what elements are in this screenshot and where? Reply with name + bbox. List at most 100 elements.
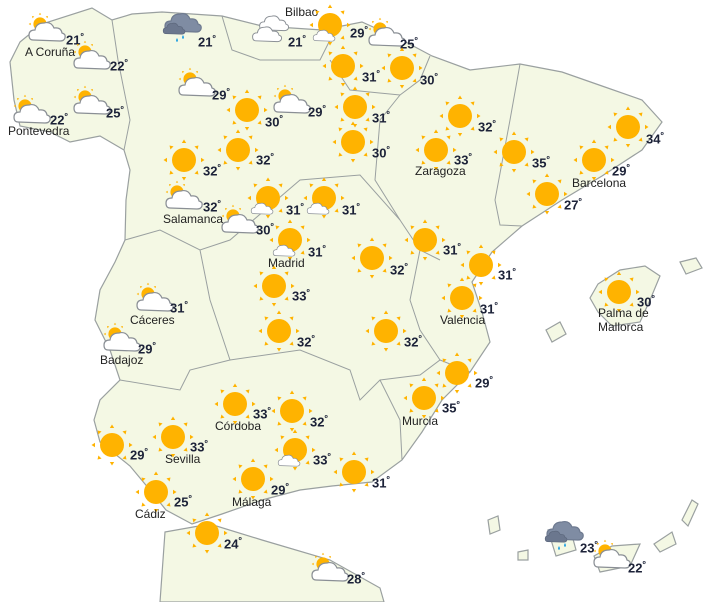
sun-icon bbox=[134, 470, 178, 519]
partly-cloudy-icon bbox=[68, 81, 112, 130]
degree-unit: º bbox=[322, 103, 326, 113]
degree-unit: º bbox=[376, 68, 380, 78]
city-label: Málaga bbox=[232, 495, 272, 509]
degree-unit: º bbox=[386, 144, 390, 154]
temperature-value: 31 bbox=[342, 202, 357, 218]
sun-icon bbox=[606, 105, 650, 154]
degree-unit: º bbox=[434, 71, 438, 81]
temperature-value: 21 bbox=[66, 32, 81, 48]
degree-unit: º bbox=[386, 474, 390, 484]
degree-unit: º bbox=[364, 24, 368, 34]
temperature-value: 32 bbox=[310, 414, 325, 430]
sun-icon bbox=[459, 243, 503, 292]
partly-cloudy-icon bbox=[160, 176, 204, 225]
temperature-label: 32º bbox=[310, 413, 328, 429]
degree-unit: º bbox=[311, 333, 315, 343]
temperature-value: 27 bbox=[564, 197, 579, 213]
temperature-value: 29 bbox=[130, 447, 145, 463]
sun-icon bbox=[525, 172, 569, 221]
city-label: Cáceres bbox=[130, 313, 175, 327]
degree-unit: º bbox=[217, 162, 221, 172]
degree-unit: º bbox=[64, 111, 68, 121]
partly-cloudy-icon bbox=[216, 200, 260, 249]
sun-icon bbox=[350, 236, 394, 285]
temperature-label: 31º bbox=[372, 109, 390, 125]
temperature-label: 31º bbox=[443, 241, 461, 257]
degree-unit: º bbox=[512, 266, 516, 276]
temperature-label: 25º bbox=[400, 35, 418, 51]
temperature-label: 34º bbox=[646, 130, 664, 146]
temperature-value: 24 bbox=[224, 536, 239, 552]
temperature-label: 31º bbox=[308, 243, 326, 259]
temperature-value: 25 bbox=[174, 494, 189, 510]
degree-unit: º bbox=[267, 405, 271, 415]
degree-unit: º bbox=[152, 340, 156, 350]
degree-unit: º bbox=[418, 333, 422, 343]
temperature-value: 33 bbox=[454, 152, 469, 168]
sun-icon bbox=[333, 85, 377, 134]
cloudy-icon bbox=[248, 8, 292, 57]
degree-unit: º bbox=[386, 109, 390, 119]
degree-unit: º bbox=[546, 154, 550, 164]
sun-cloud-icon bbox=[246, 176, 290, 225]
temperature-value: 30 bbox=[637, 294, 652, 310]
temperature-value: 33 bbox=[313, 452, 328, 468]
temperature-label: 32º bbox=[297, 333, 315, 349]
temperature-label: 35º bbox=[442, 399, 460, 415]
degree-unit: º bbox=[184, 299, 188, 309]
temperature-value: 32 bbox=[478, 119, 493, 135]
degree-unit: º bbox=[642, 559, 646, 569]
canary-island bbox=[653, 531, 677, 553]
temperature-value: 32 bbox=[203, 163, 218, 179]
temperature-value: 29 bbox=[271, 482, 286, 498]
temperature-label: 35º bbox=[532, 154, 550, 170]
temperature-label: 30º bbox=[372, 144, 390, 160]
city-label: A Coruña bbox=[25, 45, 76, 59]
temperature-label: 30º bbox=[256, 221, 274, 237]
partly-cloudy-icon bbox=[588, 535, 632, 584]
temperature-value: 31 bbox=[372, 475, 387, 491]
canary-island bbox=[681, 499, 699, 528]
ibiza-island bbox=[545, 321, 567, 343]
temperature-value: 29 bbox=[138, 341, 153, 357]
partly-cloudy-icon bbox=[306, 548, 350, 597]
temperature-label: 31º bbox=[372, 474, 390, 490]
temperature-label: 33º bbox=[292, 287, 310, 303]
sun-icon bbox=[572, 138, 616, 187]
temperature-value: 25 bbox=[400, 36, 415, 52]
temperature-label: 30º bbox=[420, 71, 438, 87]
sun-cloud-icon bbox=[268, 218, 312, 267]
degree-unit: º bbox=[270, 151, 274, 161]
temperature-value: 28 bbox=[347, 571, 362, 587]
degree-unit: º bbox=[492, 118, 496, 128]
sun-icon bbox=[162, 138, 206, 187]
menorca-island bbox=[679, 257, 703, 275]
city-label: Cádiz bbox=[135, 507, 166, 521]
temperature-label: 22º bbox=[110, 57, 128, 73]
degree-unit: º bbox=[457, 241, 461, 251]
temperature-label: 32º bbox=[203, 198, 221, 214]
degree-unit: º bbox=[80, 31, 84, 41]
degree-unit: º bbox=[144, 446, 148, 456]
sun-cloud-icon bbox=[273, 428, 317, 477]
degree-unit: º bbox=[594, 539, 598, 549]
degree-unit: º bbox=[306, 287, 310, 297]
rain-cloud-icon bbox=[158, 8, 202, 57]
temperature-label: 22º bbox=[628, 559, 646, 575]
city-label: Córdoba bbox=[215, 419, 262, 433]
temperature-label: 22º bbox=[50, 111, 68, 127]
sun-icon bbox=[216, 128, 260, 177]
degree-unit: º bbox=[238, 535, 242, 545]
temperature-value: 34 bbox=[646, 131, 661, 147]
temperature-label: 29º bbox=[350, 24, 368, 40]
temperature-value: 33 bbox=[292, 288, 307, 304]
degree-unit: º bbox=[204, 438, 208, 448]
degree-unit: º bbox=[120, 104, 124, 114]
temperature-label: 30º bbox=[265, 113, 283, 129]
temperature-label: 29º bbox=[612, 162, 630, 178]
temperature-value: 33 bbox=[190, 439, 205, 455]
sun-icon bbox=[380, 46, 424, 95]
city-label: Salamanca bbox=[163, 212, 224, 226]
degree-unit: º bbox=[626, 162, 630, 172]
temperature-label: 21º bbox=[288, 33, 306, 49]
